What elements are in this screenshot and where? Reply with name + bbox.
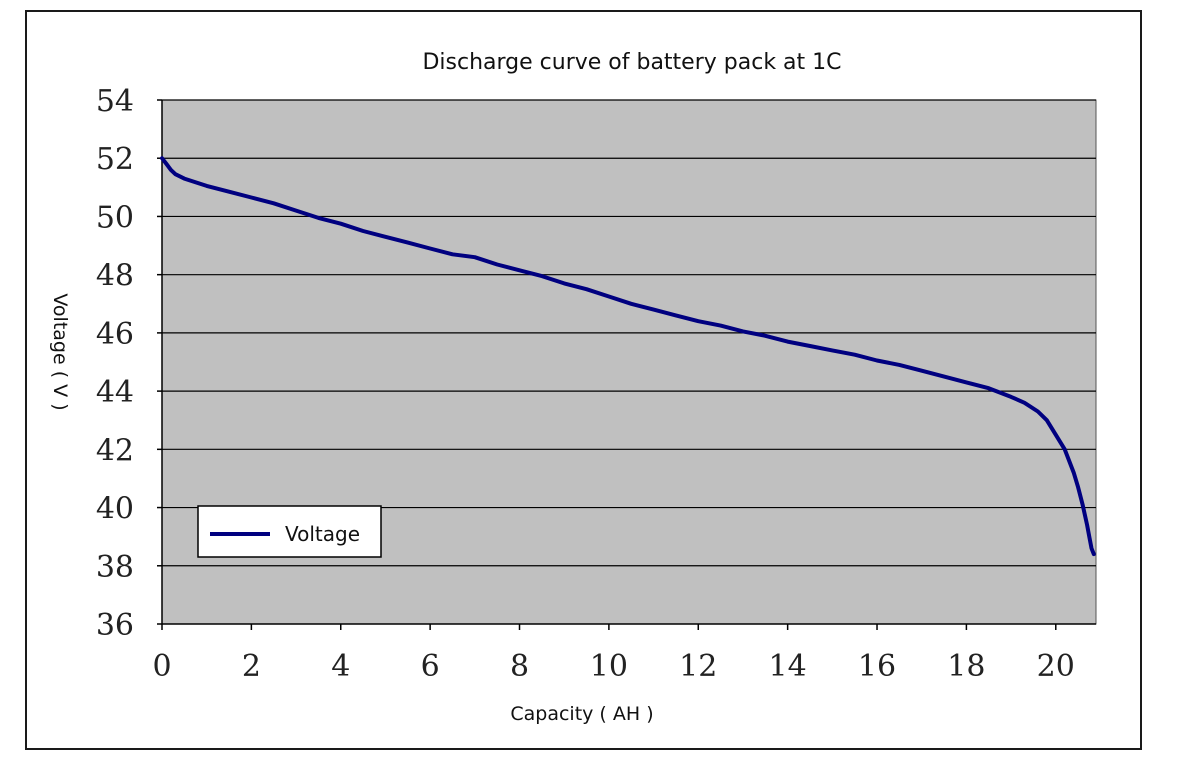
y-tick-labels: 36 38 40 42 44 46 48 50 52 54 (96, 84, 134, 643)
y-tick-label: 42 (96, 433, 134, 468)
y-tick-label: 50 (96, 200, 134, 235)
axes (161, 100, 1096, 625)
voltage-series-line (160, 156, 1096, 557)
x-tick-label: 2 (242, 649, 261, 684)
legend-box (197, 505, 382, 558)
y-tick-label: 52 (96, 142, 134, 177)
legend-label-voltage: Voltage (285, 522, 360, 546)
x-tick-label: 18 (947, 649, 985, 684)
chart-frame: Discharge curve of battery pack at 1C 36… (25, 10, 1142, 750)
x-tick-labels: 0 2 4 6 8 10 12 14 16 18 20 (152, 649, 1074, 684)
x-axis-label: Capacity ( AH ) (510, 703, 653, 725)
x-tick-label: 0 (152, 649, 171, 684)
y-tick-label: 48 (96, 259, 134, 294)
y-tick-label: 38 (96, 550, 134, 585)
x-tick-label: 14 (769, 649, 807, 684)
y-tick-label: 40 (96, 492, 134, 527)
chart-title: Discharge curve of battery pack at 1C (422, 50, 841, 75)
x-tick-label: 16 (858, 649, 896, 684)
discharge-chart: Discharge curve of battery pack at 1C 36… (49, 50, 1097, 725)
x-tick-label: 12 (679, 649, 717, 684)
x-tick-label: 8 (510, 649, 529, 684)
y-tick-label: 46 (96, 317, 134, 352)
y-axis-label: Voltage ( V ) (49, 293, 71, 410)
y-tick-label: 54 (96, 84, 134, 119)
x-tick-label: 4 (331, 649, 350, 684)
x-tick-label: 6 (421, 649, 440, 684)
y-tick-label: 44 (96, 375, 134, 410)
legend: Voltage (197, 505, 382, 558)
x-tick-label: 10 (590, 649, 628, 684)
x-tick-label: 20 (1037, 649, 1075, 684)
y-tick-label: 36 (96, 608, 134, 643)
